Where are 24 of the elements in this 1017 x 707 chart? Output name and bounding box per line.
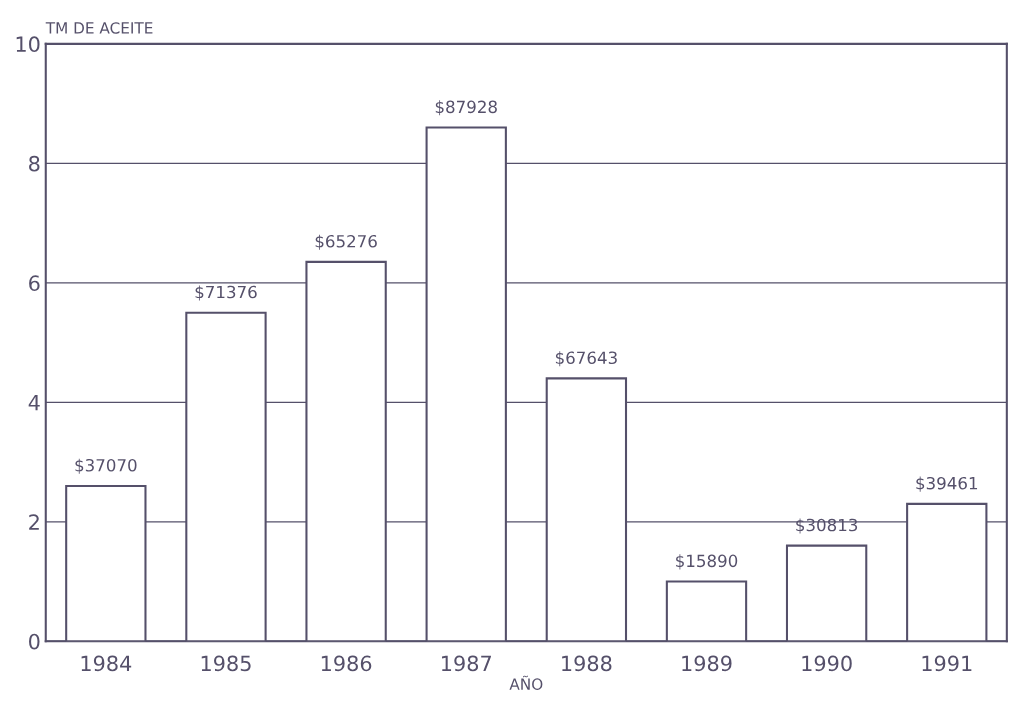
x-tick-label: 1989 [682,655,732,672]
y-tick-label: 10 [16,36,40,53]
annotation: $30813 [796,518,858,534]
annotation: $37070 [75,458,137,474]
x-tick-label: 1988 [562,655,612,672]
y-tick-label: 6 [29,275,40,292]
x-tick-label: 1986 [321,655,372,672]
x-tick-label: 1991 [922,655,972,672]
annotation: $87928 [435,100,497,116]
y-axis-title: TM DE ACEITE [45,22,153,34]
y-tick-label: 8 [29,155,40,172]
annotation: $15890 [676,554,738,570]
x-tick-label: 1985 [201,655,251,672]
annotation: $65276 [315,234,377,250]
y-tick-label: 4 [28,395,40,411]
x-tick-label: 1984 [81,655,132,672]
annotation: $39461 [916,476,978,492]
annotation: $67643 [555,351,617,367]
annotation: $71376 [195,285,257,301]
y-tick-label: 2 [29,514,39,530]
x-tick-label: 1987 [442,655,491,672]
y-tick-label: 0 [29,633,40,650]
x-axis-title: AÑO [509,675,543,690]
x-tick-label: 1990 [802,655,852,672]
